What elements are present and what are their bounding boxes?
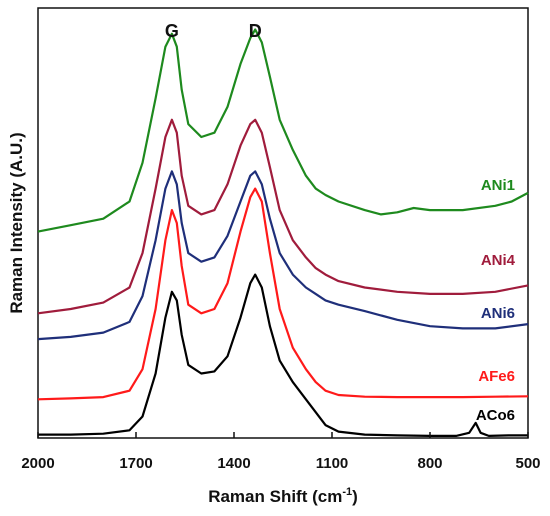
series-label-aco6: ACo6 bbox=[476, 407, 515, 424]
series-line-aco6 bbox=[38, 273, 528, 437]
series-layer bbox=[37, 28, 529, 437]
series-line-ani1 bbox=[37, 28, 529, 233]
x-tick-label: 500 bbox=[515, 455, 540, 472]
series-label-afe6: AFe6 bbox=[478, 368, 515, 385]
series-line-afe6 bbox=[37, 187, 529, 401]
series-label-ani6: ANi6 bbox=[481, 305, 515, 322]
x-tick-label: 1400 bbox=[217, 455, 250, 472]
series-line-ani6 bbox=[37, 170, 529, 341]
series-labels: ACo6 AFe6 ANi6 ANi4 ANi1 bbox=[476, 177, 516, 424]
plot-frame bbox=[37, 7, 529, 439]
x-axis-title: Raman Shift (cm-1) bbox=[208, 486, 358, 506]
series-label-ani1: ANi1 bbox=[481, 177, 515, 194]
x-tick-label: 800 bbox=[417, 455, 442, 472]
series-label-ani4: ANi4 bbox=[481, 252, 516, 269]
y-axis-title: Raman Intensity (A.U.) bbox=[7, 132, 26, 313]
x-tick-label: 1100 bbox=[316, 455, 349, 472]
x-tick-label: 2000 bbox=[21, 455, 54, 472]
peak-label-g: G bbox=[165, 21, 179, 41]
x-tick-label: 1700 bbox=[119, 455, 152, 472]
x-axis-ticks: 2000 1700 1400 1100 800 500 bbox=[21, 432, 541, 472]
series-line-ani4 bbox=[37, 118, 529, 315]
peak-label-d: D bbox=[249, 21, 262, 41]
